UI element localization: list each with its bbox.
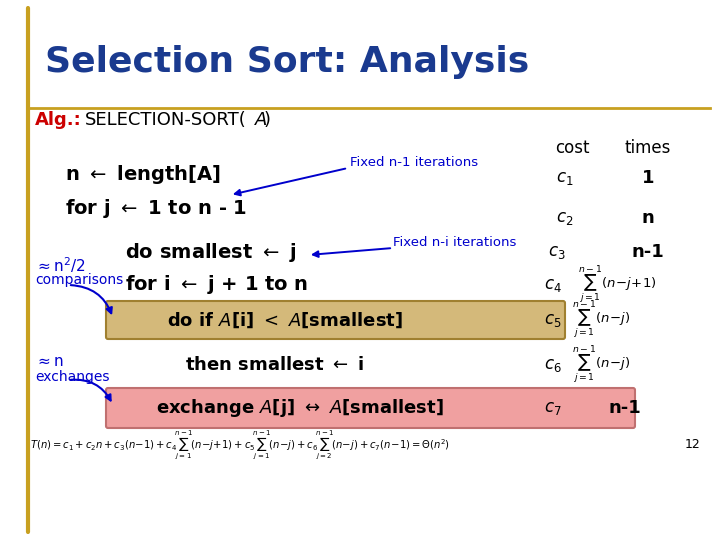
Text: for j $\leftarrow$ 1 to n - 1: for j $\leftarrow$ 1 to n - 1 (65, 197, 247, 219)
Text: Fixed n-1 iterations: Fixed n-1 iterations (350, 157, 478, 170)
Text: do smallest $\leftarrow$ j: do smallest $\leftarrow$ j (125, 240, 296, 264)
FancyBboxPatch shape (106, 301, 565, 339)
Text: then smallest $\leftarrow$ i: then smallest $\leftarrow$ i (185, 356, 364, 374)
Text: $\sum_{j=1}^{n-1}(n\!-\!j)$: $\sum_{j=1}^{n-1}(n\!-\!j)$ (572, 344, 631, 386)
Text: n: n (642, 209, 654, 227)
Text: 12: 12 (684, 438, 700, 451)
Text: exchange $A$[j] $\leftrightarrow$ $A$[smallest]: exchange $A$[j] $\leftrightarrow$ $A$[sm… (156, 397, 444, 419)
Text: do if $A$[i] $<$ $A$[smallest]: do if $A$[i] $<$ $A$[smallest] (167, 310, 403, 330)
Text: comparisons: comparisons (35, 273, 123, 287)
Text: SELECTION-SORT(: SELECTION-SORT( (85, 111, 247, 129)
Text: $\sum_{j=1}^{n-1}(n\!-\!j)$: $\sum_{j=1}^{n-1}(n\!-\!j)$ (572, 299, 631, 341)
Text: n-1: n-1 (631, 243, 665, 261)
Text: n $\leftarrow$ length[A]: n $\leftarrow$ length[A] (65, 164, 220, 186)
Text: exchanges: exchanges (35, 370, 109, 384)
Text: Fixed n-i iterations: Fixed n-i iterations (393, 235, 516, 248)
Text: Selection Sort: Analysis: Selection Sort: Analysis (45, 45, 529, 79)
Text: $\approx$n: $\approx$n (35, 354, 64, 369)
Text: $T(n) = c_1 + c_2 n + c_3(n\!-\!1) + c_4\!\sum_{j=1}^{n-1}\!(n\!-\!j\!+\!1) + c_: $T(n) = c_1 + c_2 n + c_3(n\!-\!1) + c_4… (30, 428, 450, 462)
Text: $\sum_{j=1}^{n-1}(n\!-\!j\!+\!1)$: $\sum_{j=1}^{n-1}(n\!-\!j\!+\!1)$ (578, 264, 657, 306)
Text: times: times (625, 139, 671, 157)
Text: $c_6$: $c_6$ (544, 356, 562, 374)
Text: $\approx$n$^2$/2: $\approx$n$^2$/2 (35, 255, 86, 275)
Text: 1: 1 (642, 169, 654, 187)
Text: $c_4$: $c_4$ (544, 276, 562, 294)
Text: n-1: n-1 (608, 399, 642, 417)
Text: $c_7$: $c_7$ (544, 399, 562, 417)
Text: ): ) (264, 111, 271, 129)
FancyBboxPatch shape (106, 388, 635, 428)
Text: Alg.:: Alg.: (35, 111, 82, 129)
Text: $c_3$: $c_3$ (548, 243, 566, 261)
Text: cost: cost (554, 139, 589, 157)
Text: $c_1$: $c_1$ (557, 169, 574, 187)
Text: $c_5$: $c_5$ (544, 311, 562, 329)
Text: A: A (255, 111, 267, 129)
Text: $c_2$: $c_2$ (557, 209, 574, 227)
Text: for i $\leftarrow$ j + 1 to n: for i $\leftarrow$ j + 1 to n (125, 273, 308, 296)
